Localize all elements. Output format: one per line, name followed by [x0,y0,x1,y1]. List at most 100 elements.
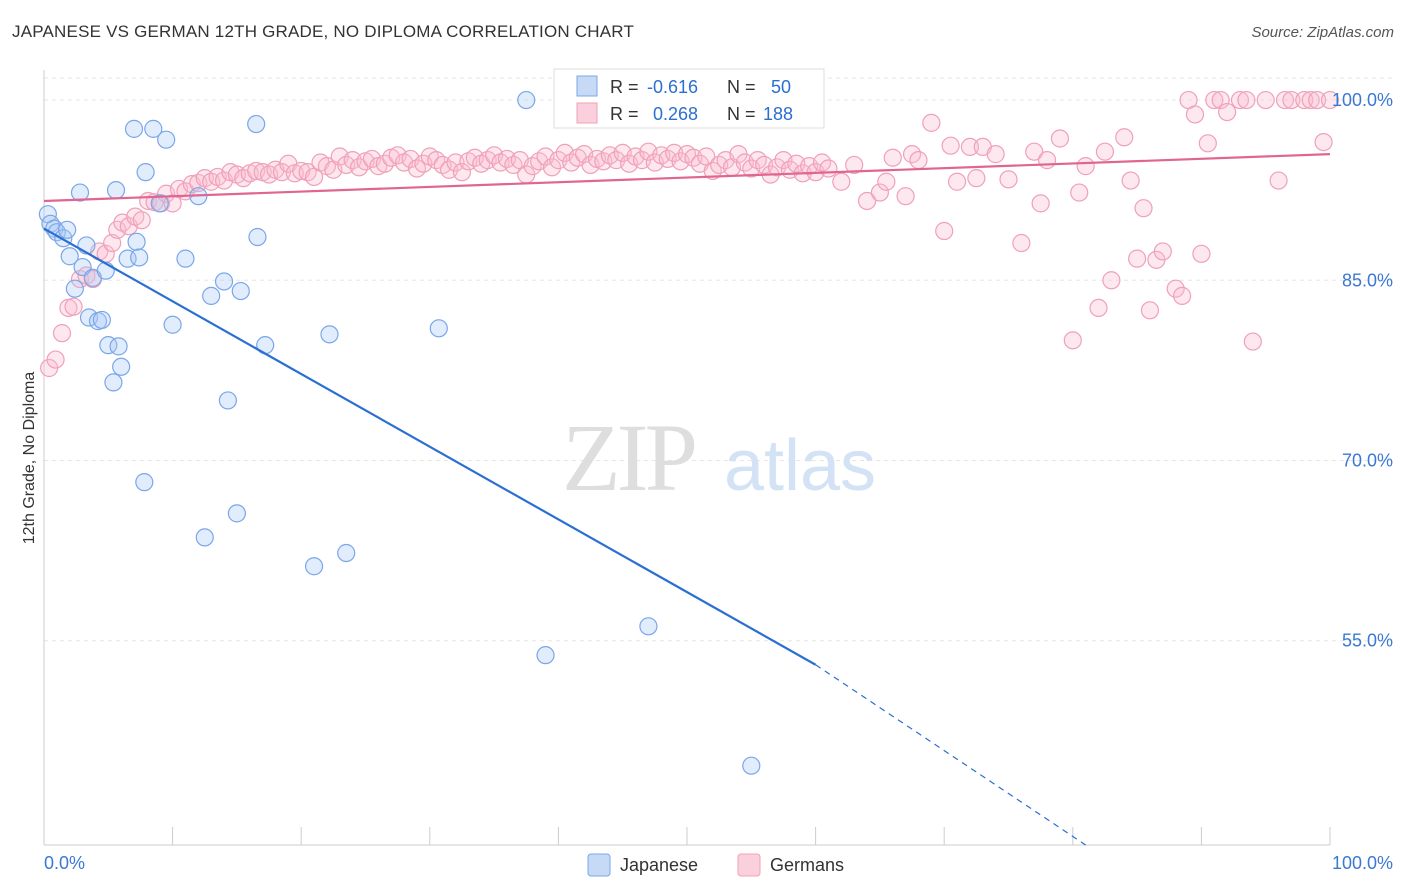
data-point [132,211,151,230]
legend-swatch-japanese-bottom [587,853,611,877]
data-point [446,153,465,172]
data-point [1063,331,1082,350]
data-point [337,543,356,563]
data-point [176,249,195,268]
data-point [248,227,267,247]
data-point [1269,171,1288,190]
data-point [60,247,79,266]
data-point [883,148,902,167]
source-note: Source: ZipAtlas.com [1251,24,1394,41]
legend-swatch-japanese [576,75,598,97]
data-point [1127,249,1147,268]
legend-n-label: N = [727,104,756,124]
data-point [1025,142,1044,161]
data-point [1237,90,1256,110]
data-point [195,528,214,547]
data-point [157,130,176,149]
data-point [1198,134,1217,153]
data-point [639,617,658,636]
data-point [536,646,555,665]
data-point [1282,90,1301,110]
legend-r-label: R = [610,77,639,97]
data-point [58,220,77,239]
data-point [1115,128,1134,147]
x-tick-label: 0.0% [44,853,85,873]
legend-swatch-germans-bottom [737,853,761,877]
data-point [144,119,163,138]
legend-label-japanese: Japanese [620,855,698,875]
data-point [1012,233,1031,253]
data-point [109,337,128,356]
legend-r-label: R = [610,104,639,124]
data-point [104,373,123,392]
data-point [960,137,980,156]
data-point [452,163,472,182]
data-point [124,119,144,138]
watermark: ZIP atlas [562,404,876,511]
data-point [65,279,84,298]
data-point [845,155,864,175]
data-point [1185,105,1205,124]
trend-lines [43,153,1331,846]
data-point [429,319,448,338]
data-point [1031,194,1050,213]
data-point [1275,90,1295,110]
data-point [1037,151,1057,170]
data-point [1218,102,1237,122]
data-point [542,158,562,177]
chart-title: JAPANESE VS GERMAN 12TH GRADE, NO DIPLOM… [12,22,635,41]
data-point [1192,244,1211,263]
series-legend: Japanese Germans [587,853,844,877]
axes [43,70,1331,846]
data-point [150,194,169,213]
legend-n-value: 188 [763,104,793,124]
legend-r-value: -0.616 [647,77,698,97]
watermark-atlas: atlas [724,426,876,506]
data-point [517,90,536,110]
y-axis-label: 12th Grade, No Diploma [21,372,38,545]
series-japanese [38,90,761,775]
watermark-zip: ZIP [562,404,695,511]
data-point [999,170,1018,189]
data-point [967,169,986,188]
legend-swatch-germans [576,102,598,124]
data-point [1140,301,1160,320]
x-tick-label: 100.0% [1332,853,1393,873]
legend-n-label: N = [727,77,756,97]
data-point [135,473,154,492]
trend-line-extension-japanese [815,664,1086,846]
data-point [1102,271,1121,290]
data-point [202,286,221,305]
data-point [947,172,967,191]
trend-line-germans [43,153,1331,203]
data-point [870,183,890,202]
data-point [46,350,65,369]
data-point [64,297,83,316]
legend-label-germans: Germans [770,855,844,875]
data-point [1070,183,1089,202]
data-point [1301,90,1320,110]
data-point [214,272,234,291]
data-point [1121,171,1140,190]
data-point [909,151,928,170]
data-point [986,145,1005,164]
data-point [922,113,941,132]
data-point [1243,332,1262,351]
data-point [247,114,266,134]
data-point [1166,279,1185,298]
legend-n-value: 50 [771,77,791,97]
data-point [1314,132,1333,152]
data-point [877,172,896,191]
data-point [935,221,954,241]
data-point [52,324,72,343]
data-point [227,504,246,523]
y-tick-label: 70.0% [1342,451,1393,471]
data-point [1089,298,1108,318]
data-point [941,136,960,155]
data-point [218,391,237,410]
stats-legend: R = -0.616 N = 50 R = 0.268 N = 188 [553,68,825,129]
data-point [130,248,149,267]
y-tick-labels: 55.0% 70.0% 85.0% 100.0% [1332,90,1393,651]
trend-line-japanese [43,227,817,666]
